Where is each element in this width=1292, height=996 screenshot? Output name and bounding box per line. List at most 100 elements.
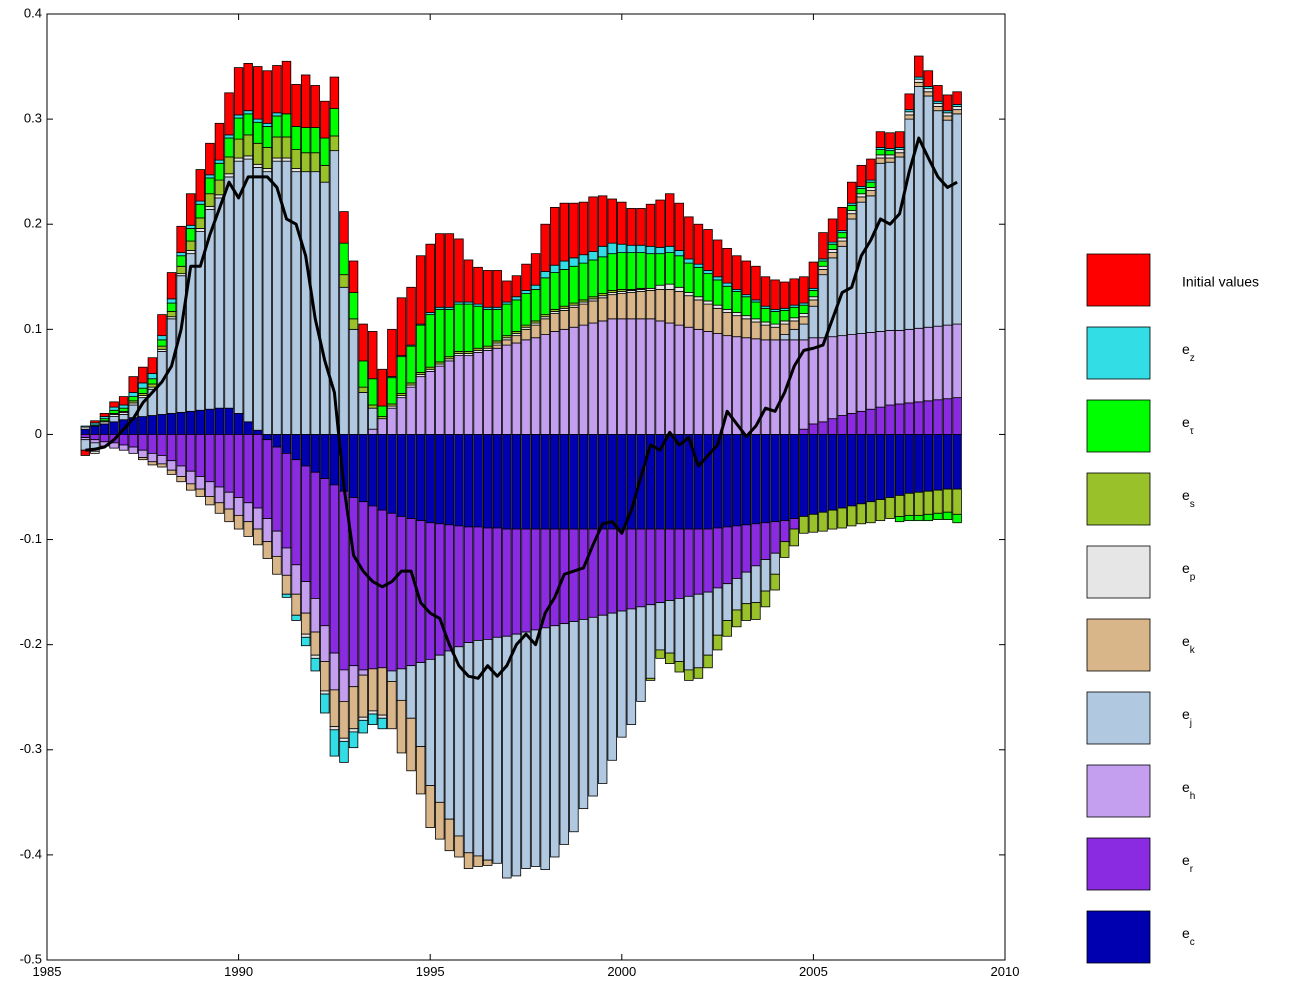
bar-segment <box>185 193 196 226</box>
bar-segment <box>837 207 847 231</box>
bar-segment <box>368 668 378 712</box>
bar-segment <box>722 308 732 313</box>
bar-segment <box>118 434 129 446</box>
bar-segment <box>856 196 867 203</box>
bar-segment <box>272 446 282 532</box>
bar-segment <box>741 524 752 573</box>
bar-segment <box>607 198 617 244</box>
bar-segment <box>559 310 570 330</box>
bar-segment <box>712 276 723 281</box>
bar-segment <box>368 378 378 406</box>
bar-segment <box>310 631 320 656</box>
bar-segment <box>185 470 196 485</box>
bar-segment <box>415 746 426 795</box>
bar-segment <box>118 444 129 451</box>
bar-segment <box>339 701 349 739</box>
bar-segment <box>684 528 694 597</box>
bar-segment <box>300 612 311 635</box>
bar-segment <box>645 318 656 435</box>
bar-segment <box>818 269 828 276</box>
bar-segment <box>636 291 646 320</box>
bar-segment <box>224 407 234 435</box>
bar-segment <box>109 416 119 423</box>
bar-segment <box>866 434 876 503</box>
bar-segment <box>243 134 253 157</box>
bar-segment <box>655 246 665 255</box>
bar-segment <box>827 336 838 420</box>
bar-segment <box>281 60 292 115</box>
bar-segment <box>157 414 167 435</box>
bar-segment <box>205 174 215 179</box>
bar-segment <box>693 266 704 298</box>
bar-segment <box>559 202 570 262</box>
y-tick-label: -0.3 <box>20 741 42 756</box>
bar-segment <box>799 323 809 341</box>
bar-segment <box>847 213 857 220</box>
bar-segment <box>377 509 388 669</box>
bar-segment <box>243 158 253 423</box>
bar-segment <box>588 434 598 530</box>
bar-segment <box>243 155 253 160</box>
bar-segment <box>789 306 799 319</box>
bar-segment <box>262 70 273 124</box>
bar-segment <box>703 654 713 669</box>
bar-segment <box>358 716 368 721</box>
bar-segment <box>425 658 435 786</box>
bar-segment <box>329 689 340 728</box>
y-tick-label: -0.5 <box>20 951 42 966</box>
bar-segment <box>473 266 483 305</box>
bar-segment <box>214 162 225 181</box>
bar-segment <box>597 320 608 435</box>
bar-segment <box>741 337 752 435</box>
x-tick-label: 2010 <box>991 964 1020 979</box>
bar-segment <box>368 331 378 380</box>
bar-segment <box>521 528 531 633</box>
bar-segment <box>147 461 158 466</box>
bar-segment <box>645 290 656 320</box>
bar-segment <box>253 163 263 168</box>
bar-segment <box>942 324 953 400</box>
bar-segment <box>617 243 627 254</box>
bar-segment <box>262 147 273 169</box>
bar-segment <box>396 516 407 670</box>
bar-segment <box>243 502 253 523</box>
bar-segment <box>847 505 857 527</box>
bar-segment <box>885 154 895 159</box>
bar-segment <box>703 229 713 271</box>
bar-segment <box>435 308 445 363</box>
bar-segment <box>195 476 205 490</box>
bar-segment <box>664 193 675 247</box>
bar-segment <box>952 434 962 490</box>
bar-segment <box>578 619 589 810</box>
bar-segment <box>224 491 234 510</box>
bar-segment <box>655 649 665 659</box>
bar-segment <box>569 202 579 259</box>
bar-segment <box>157 335 167 341</box>
bar-segment <box>617 293 627 320</box>
bar-segment <box>952 109 962 115</box>
bar-segment <box>138 457 148 461</box>
bar-segment <box>473 352 483 435</box>
bar-segment <box>310 654 320 659</box>
bar-segment <box>693 296 704 301</box>
bar-segment <box>329 484 340 654</box>
bar-segment <box>502 344 512 435</box>
bar-segment <box>770 573 780 591</box>
bar-segment <box>914 86 924 329</box>
legend-swatch <box>1086 764 1151 818</box>
bar-segment <box>770 339 780 435</box>
bar-segment <box>387 512 397 672</box>
bar-segment <box>799 316 809 325</box>
bar-segment <box>636 606 646 702</box>
bar-segment <box>818 260 828 267</box>
bar-segment <box>751 321 761 340</box>
bar-segment <box>856 410 867 435</box>
bar-segment <box>195 228 205 232</box>
bar-segment <box>291 459 301 566</box>
bar-segment <box>617 318 627 435</box>
bar-segment <box>482 308 493 347</box>
bar-segment <box>933 85 943 102</box>
bar-segment <box>118 407 129 412</box>
bar-segment <box>310 657 320 672</box>
bar-segment <box>339 740 349 763</box>
